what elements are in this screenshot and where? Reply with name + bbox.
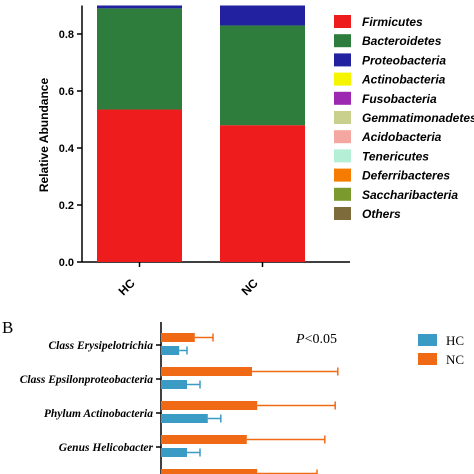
legend-label: Saccharibacteria — [362, 188, 458, 202]
bar-segment — [97, 5, 182, 9]
annotation-p: P — [295, 332, 305, 347]
legend-swatch — [334, 187, 351, 201]
legend-label: Proteobacteria — [362, 53, 446, 67]
legend-label: Others — [362, 207, 401, 221]
legend-label: Firmicutes — [362, 15, 423, 29]
legend-swatch — [418, 334, 437, 346]
stacked-bars — [97, 5, 305, 263]
legend-swatch — [334, 168, 351, 182]
x-tick-label: NC — [239, 276, 261, 298]
legend-swatch — [334, 91, 351, 105]
bar — [161, 435, 247, 444]
legend-label: Fusobacteria — [362, 92, 437, 106]
stacked-abundance-chart: Relative Abundance 0.00.20.40.60.8 HC NC … — [37, 5, 474, 298]
bar-segment — [220, 125, 305, 262]
annotation-threshold: <0.05 — [305, 332, 337, 347]
legend-label: Deferribacteres — [362, 169, 450, 183]
legend-label: Tenericutes — [362, 149, 429, 163]
panel-label: B — [2, 318, 13, 337]
bar — [161, 333, 195, 342]
bar — [161, 346, 180, 355]
y-tick-label: Genus Helicobacter — [59, 442, 154, 454]
differential-taxa-chart: B P<0.05 Class Erysipelotrichia Class Eps… — [2, 318, 464, 474]
bar-segment — [97, 109, 182, 263]
significance-annotation: P<0.05 — [295, 332, 337, 347]
bar — [161, 448, 187, 457]
legend-swatch — [334, 53, 351, 67]
legend-swatch — [334, 15, 351, 28]
x-axis: HC NC — [116, 262, 264, 298]
legend-swatch — [334, 149, 351, 163]
y-tick-label: 0.4 — [59, 143, 75, 155]
legend: Firmicutes Bacteroidetes Proteobacteria Act… — [334, 15, 474, 221]
y-tick-label: Phylum Actinobacteria — [44, 408, 153, 420]
y-tick-label: Class Epsilonproteobacteria — [20, 374, 153, 386]
legend-label: NC — [446, 352, 464, 367]
legend-label: Gemmatimonadetes — [362, 111, 474, 125]
bar-segment — [220, 25, 305, 126]
y-axis-label: Relative Abundance — [37, 78, 51, 193]
legend-swatch — [334, 207, 351, 220]
legend-label: HC — [446, 333, 464, 348]
legend-label: Bacteroidetes — [362, 34, 442, 48]
bar — [161, 367, 252, 376]
legend-swatch — [334, 72, 351, 86]
y-tick-label: Class Erysipelotrichia — [49, 340, 154, 352]
bar — [161, 380, 187, 389]
bar — [161, 414, 208, 423]
legend-swatch — [334, 130, 351, 144]
bar-segment — [97, 8, 182, 110]
legend: HC NC — [418, 333, 464, 367]
y-axis: 0.0 0.2 0.4 0.6 0.8 — [59, 5, 350, 269]
legend-swatch — [334, 34, 351, 48]
bar-segment — [220, 5, 305, 26]
y-tick-label: 0.0 — [59, 257, 74, 269]
horizontal-bars — [161, 333, 339, 474]
y-tick-label: 0.2 — [59, 200, 74, 212]
legend-swatch — [418, 353, 437, 365]
legend-swatch — [334, 111, 351, 124]
x-tick-label: HC — [116, 276, 138, 298]
y-tick-label: 0.8 — [59, 29, 74, 41]
bar — [161, 401, 258, 410]
y-tick-label: 0.6 — [59, 86, 74, 98]
legend-label: Acidobacteria — [361, 130, 442, 144]
y-axis: Class Erysipelotrichia Class Epsilonprote… — [20, 322, 162, 474]
bar — [161, 469, 258, 474]
legend-label: Actinobacteria — [361, 73, 446, 87]
